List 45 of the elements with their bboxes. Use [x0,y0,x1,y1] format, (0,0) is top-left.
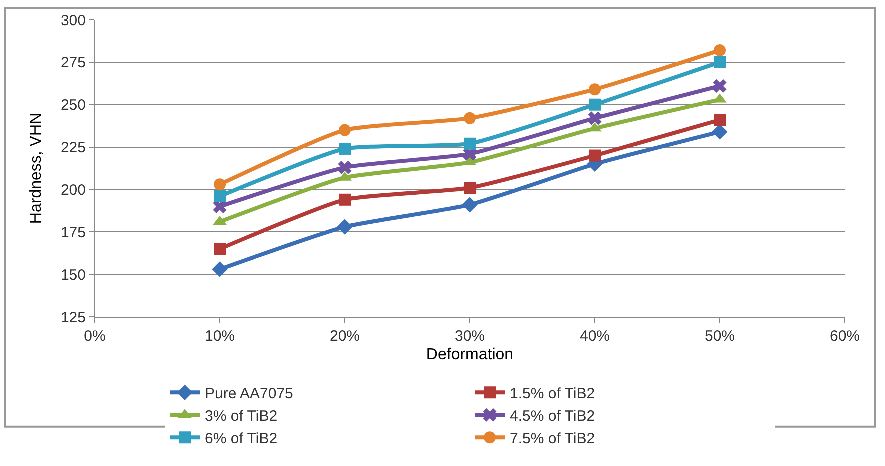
x-tick-label: 0% [84,328,106,345]
legend-label: 6% of TiB2 [205,430,278,448]
point [462,197,478,213]
point [714,56,726,68]
y-tick-label: 125 [60,309,86,326]
legend-label: 1.5% of TiB2 [510,386,596,402]
y-tick-label: 250 [60,97,86,114]
point [589,150,601,162]
point [589,84,601,96]
x-tick-label: 10% [204,328,236,345]
x-tick-label: 60% [830,328,860,345]
y-tick-label: 300 [60,12,86,30]
x-tick-label: 20% [330,328,360,345]
point [588,112,602,126]
point [214,190,226,202]
point [714,114,726,126]
x-tick-label: 30% [454,328,486,345]
y-tick-label: 175 [60,224,86,242]
point [214,243,226,256]
y-axis-title: Hardness, VHN [28,112,45,224]
x-axis-title: Deformation [426,346,514,364]
point [714,44,726,57]
point [339,142,351,155]
legend-label: 7.5% of TiB2 [510,430,596,448]
point [337,219,353,235]
legend-label: 3% of TiB2 [205,408,278,425]
legend-label: 4.5% of TiB2 [510,408,596,425]
point [464,182,476,194]
x-tick-label: 50% [704,328,736,345]
point [464,112,476,124]
y-tick-label: 275 [60,54,86,72]
point [339,194,351,206]
point [214,178,226,191]
point [589,98,601,111]
point [713,79,727,93]
y-tick-label: 225 [60,140,86,157]
point [339,124,351,136]
legend-label: Pure AA7075 [205,386,294,402]
x-tick-label: 40% [580,328,610,345]
point [464,138,476,150]
point [338,160,352,174]
point [212,262,228,278]
y-tick-label: 200 [60,182,86,199]
point [712,124,728,140]
y-tick-label: 150 [60,266,86,284]
